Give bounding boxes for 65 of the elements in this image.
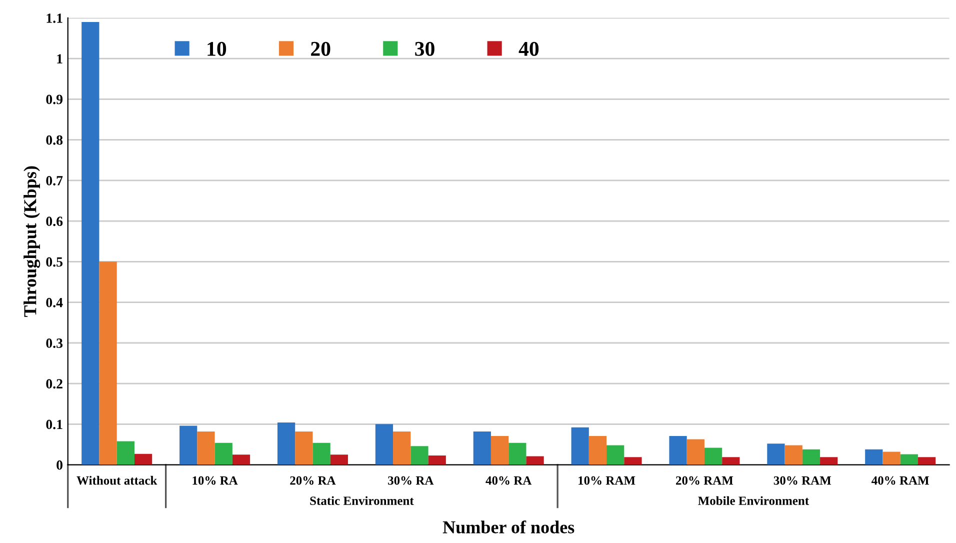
y-tick-label: 0.7	[46, 176, 63, 186]
bar	[918, 457, 936, 465]
bar	[802, 449, 820, 465]
y-tick-label: 0.2	[46, 379, 62, 389]
bar	[99, 262, 117, 465]
bar	[473, 431, 491, 465]
x-tick-label: 40% RAM	[872, 476, 929, 485]
x-tick-label: 20% RA	[290, 476, 336, 485]
bar	[375, 424, 394, 465]
x-tick-label: 20% RAM	[676, 476, 734, 485]
y-tick-label: 0.1	[46, 420, 62, 430]
legend-label: 10	[208, 42, 226, 56]
x-tick-label: 30% RA	[388, 476, 434, 485]
x-tick-label: 40% RA	[486, 476, 532, 485]
bar	[180, 426, 198, 465]
legend-label: 30	[415, 42, 434, 56]
bar	[767, 444, 785, 465]
bar	[428, 455, 446, 465]
bar	[508, 442, 526, 465]
y-tick-label: 0.3	[46, 338, 63, 348]
bar	[277, 422, 296, 465]
y-tick-label: 0.6	[46, 216, 63, 226]
y-tick-label: 0.4	[46, 298, 63, 308]
bar	[686, 439, 704, 465]
bar	[669, 436, 687, 465]
bar	[784, 445, 802, 465]
bar	[606, 445, 624, 465]
bar	[526, 456, 544, 465]
bar	[214, 442, 232, 465]
bar	[410, 446, 428, 465]
x-tick-label: Without attack	[76, 476, 158, 485]
text: Mobile Environment	[698, 496, 809, 506]
bar	[82, 22, 100, 465]
bar	[882, 452, 900, 465]
y-tick-label: 0.5	[46, 257, 63, 267]
text: Static Environment	[310, 496, 414, 506]
bar	[820, 457, 838, 465]
y-tick-label: 0.8	[46, 135, 63, 145]
bar	[295, 431, 313, 465]
y-axis-title: Throughput (Kbps)	[24, 166, 40, 317]
bar	[722, 457, 740, 465]
bar	[232, 454, 250, 465]
legend-label: 40	[518, 42, 539, 56]
x-tick-label: 10% RAM	[578, 476, 636, 485]
y-tick-label: 1.1	[46, 14, 62, 23]
bar	[900, 454, 918, 465]
y-tick-label: 1	[57, 54, 62, 64]
x-tick-label: 30% RAM	[774, 476, 832, 485]
bar	[490, 436, 509, 465]
bar	[330, 454, 348, 465]
bar	[197, 431, 215, 465]
x-axis-title: Number of nodes	[442, 520, 574, 534]
bar	[865, 449, 883, 465]
bar	[116, 441, 134, 465]
bar	[624, 457, 642, 465]
legend-label: 20	[311, 42, 330, 56]
y-tick-label: 0.9	[46, 94, 63, 104]
bar	[134, 454, 152, 465]
bar	[312, 442, 330, 465]
y-tick-label: 0	[56, 460, 62, 470]
bar	[393, 431, 411, 465]
x-tick-label: 10% RA	[192, 476, 238, 485]
bar	[571, 427, 589, 465]
bar	[588, 436, 607, 465]
bar	[704, 448, 722, 465]
